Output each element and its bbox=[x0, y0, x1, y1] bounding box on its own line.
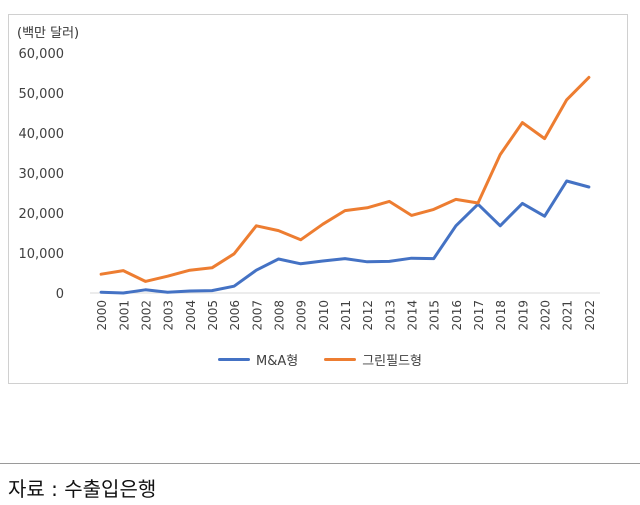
x-tick-label: 2004 bbox=[184, 300, 198, 331]
x-tick-label: 2011 bbox=[339, 300, 353, 331]
x-tick-label: 2019 bbox=[516, 300, 530, 331]
x-tick-label: 2001 bbox=[117, 300, 131, 331]
y-tick-label: 50,000 bbox=[19, 87, 65, 102]
legend-item-ma: M&A형 bbox=[217, 350, 299, 369]
x-tick-label: 2018 bbox=[494, 300, 508, 331]
source-note: 자료 : 수출입은행 bbox=[8, 477, 157, 501]
legend-item-greenfield: 그린필드형 bbox=[324, 350, 422, 369]
x-tick-label: 2002 bbox=[139, 300, 153, 331]
x-tick-label: 2014 bbox=[406, 300, 420, 331]
series-lines bbox=[99, 75, 591, 295]
x-tick-label: 2009 bbox=[295, 300, 309, 331]
y-axis-unit-label: (백만 달러) bbox=[17, 26, 80, 41]
y-tick-label: 40,000 bbox=[19, 127, 65, 142]
x-tick-label: 2016 bbox=[450, 300, 464, 331]
x-tick-label: 2000 bbox=[95, 300, 109, 331]
x-tick-label: 2007 bbox=[250, 300, 264, 331]
legend: M&A형 그린필드형 bbox=[0, 350, 640, 369]
y-tick-label: 10,000 bbox=[19, 247, 65, 262]
y-tick-label: 20,000 bbox=[19, 207, 65, 222]
x-tick-label: 2022 bbox=[583, 300, 597, 331]
x-tick-label: 2008 bbox=[272, 300, 286, 331]
x-tick-label: 2013 bbox=[383, 300, 397, 331]
x-tick-label: 2017 bbox=[472, 300, 486, 331]
x-tick-label: 2021 bbox=[561, 300, 575, 331]
x-tick-label: 2012 bbox=[361, 300, 375, 331]
x-tick-label: 2015 bbox=[428, 300, 442, 331]
y-axis: 0 10,000 20,000 30,000 40,000 50,000 60,000 bbox=[19, 47, 65, 302]
line-chart: 0 10,000 20,000 30,000 40,000 50,000 60,000 20… bbox=[19, 47, 600, 331]
x-tick-label: 2003 bbox=[162, 300, 176, 331]
series-line-greenfield bbox=[99, 75, 591, 283]
y-tick-label: 30,000 bbox=[19, 167, 65, 182]
legend-swatch-greenfield bbox=[324, 358, 357, 361]
chart-frame bbox=[8, 14, 628, 384]
x-tick-label: 2020 bbox=[539, 300, 553, 331]
legend-label-greenfield: 그린필드형 bbox=[362, 354, 423, 369]
y-tick-label: 60,000 bbox=[19, 47, 65, 62]
divider-line bbox=[0, 463, 640, 464]
series-line-ma bbox=[99, 179, 591, 295]
x-axis: 2000 2001 2002 2003 2004 2005 2006 2007 2008 2009… bbox=[90, 292, 600, 331]
x-tick-label: 2006 bbox=[228, 300, 242, 331]
x-tick-label: 2005 bbox=[206, 300, 220, 331]
legend-label-ma: M&A형 bbox=[255, 354, 299, 369]
y-tick-label: 0 bbox=[56, 287, 64, 302]
legend-swatch-ma bbox=[217, 358, 250, 361]
x-tick-label: 2010 bbox=[317, 300, 331, 331]
